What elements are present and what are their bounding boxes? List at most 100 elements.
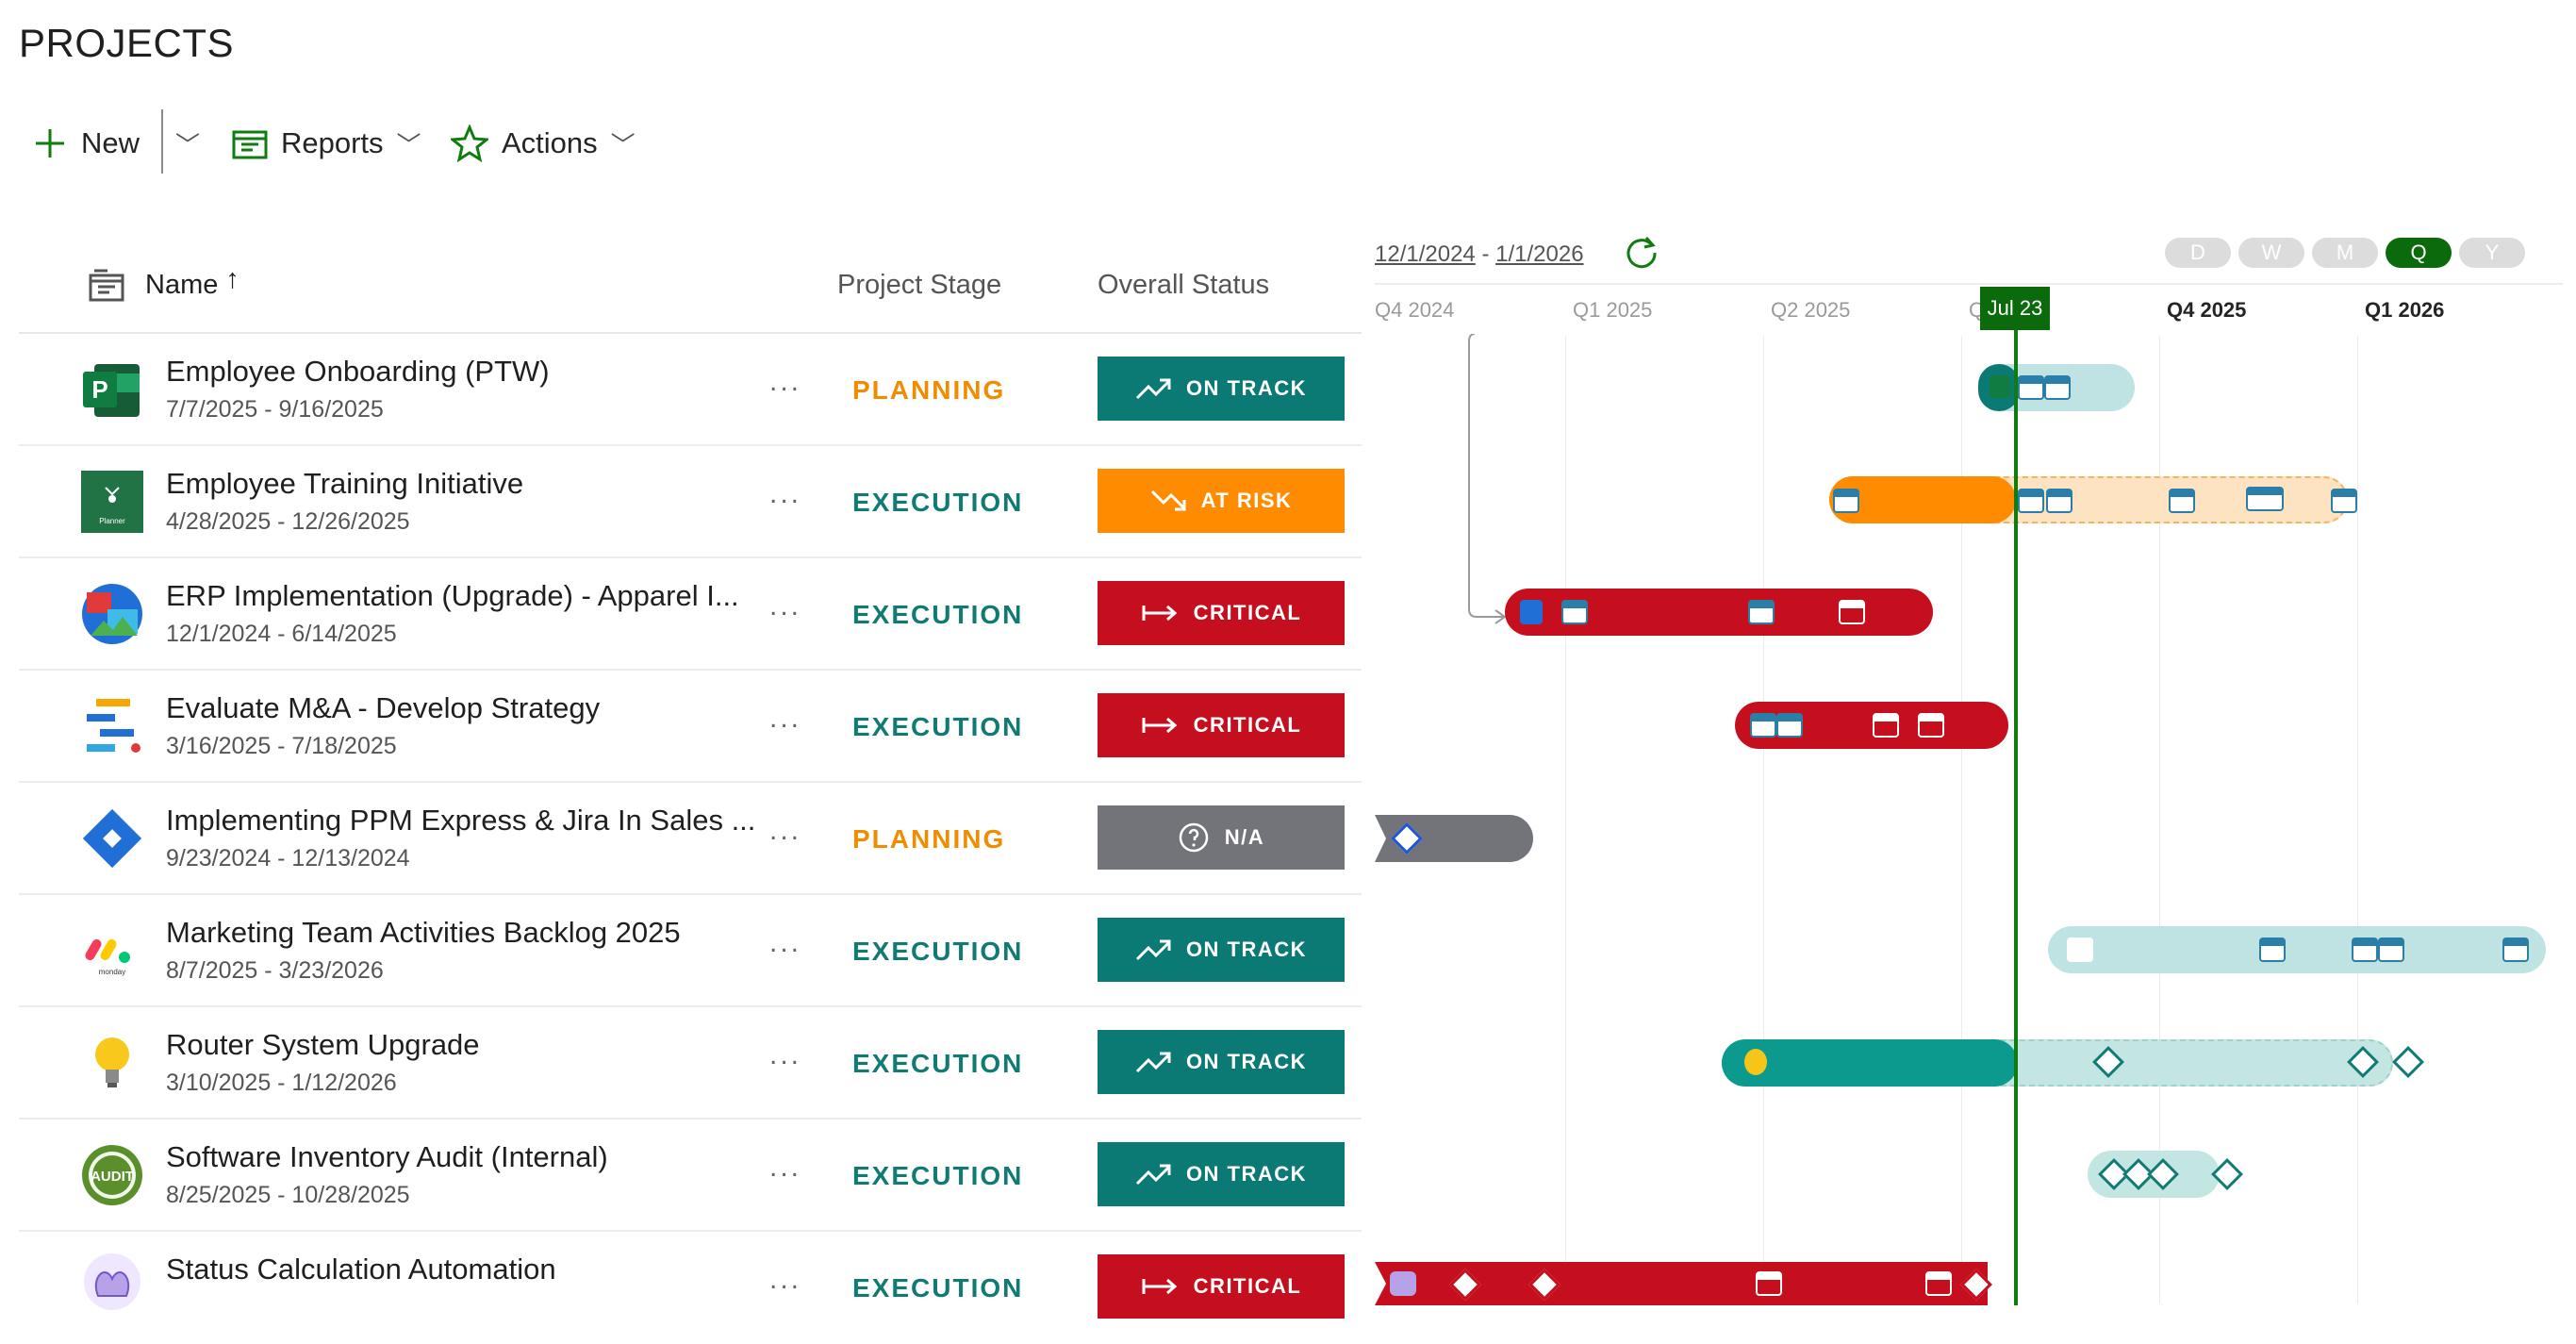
project-name[interactable]: Employee Onboarding (PTW) bbox=[166, 355, 550, 388]
project-stage: PLANNING bbox=[852, 824, 1006, 854]
row-divider bbox=[19, 556, 1362, 558]
project-stage: EXECUTION bbox=[852, 488, 1024, 517]
project-name[interactable]: Router System Upgrade bbox=[166, 1028, 480, 1061]
row-menu-button[interactable]: ... bbox=[769, 703, 802, 734]
status-label: ON TRACK bbox=[1185, 1050, 1308, 1073]
refresh-icon[interactable] bbox=[1622, 234, 1660, 272]
actions-button[interactable]: Actions ﹀ bbox=[451, 115, 636, 172]
column-header-name[interactable]: Name ↑ bbox=[145, 264, 239, 301]
quarter-gridline bbox=[1961, 336, 1962, 1303]
gantt-bar-progress bbox=[1829, 476, 2016, 523]
project-stage: EXECUTION bbox=[852, 712, 1024, 741]
status-badge: ON TRACK bbox=[1098, 1030, 1345, 1094]
svg-text:monday: monday bbox=[99, 968, 125, 976]
zoom-option-y[interactable]: Y bbox=[2459, 238, 2525, 268]
column-header-stage[interactable]: Project Stage bbox=[837, 270, 1002, 300]
zoom-option-d[interactable]: D bbox=[2165, 238, 2231, 268]
row-menu-button[interactable]: ... bbox=[769, 927, 802, 958]
svg-text:Planner: Planner bbox=[99, 517, 125, 525]
lightbulb-icon bbox=[79, 1030, 145, 1096]
strategy-icon bbox=[79, 693, 145, 759]
jira-icon bbox=[79, 805, 145, 871]
project-name[interactable]: Status Calculation Automation bbox=[166, 1253, 556, 1286]
flat-arrow-icon bbox=[1142, 717, 1177, 734]
range-end[interactable]: 1/1/2026 bbox=[1495, 241, 1584, 267]
new-button[interactable]: New bbox=[32, 115, 140, 172]
table-row[interactable]: ERP Implementation (Upgrade) - Apparel I… bbox=[19, 558, 1362, 671]
header-divider bbox=[19, 332, 1362, 334]
project-name[interactable]: Marketing Team Activities Backlog 2025 bbox=[166, 916, 681, 949]
flat-arrow-icon bbox=[1142, 605, 1177, 622]
reports-button[interactable]: Reports ﹀ bbox=[232, 115, 421, 172]
status-label: ON TRACK bbox=[1185, 376, 1308, 400]
project-icon: P bbox=[79, 357, 145, 423]
status-badge: ON TRACK bbox=[1098, 357, 1345, 421]
monday-icon bbox=[2067, 937, 2093, 962]
row-menu-button[interactable]: ... bbox=[769, 478, 802, 509]
erp-icon bbox=[1520, 600, 1543, 624]
project-name[interactable]: Software Inventory Audit (Internal) bbox=[166, 1140, 608, 1173]
table-row[interactable]: Status Calculation Automation ... EXECUT… bbox=[19, 1232, 1362, 1344]
project-list-icon bbox=[89, 269, 124, 302]
table-row[interactable]: Router System Upgrade 3/10/2025 - 1/12/2… bbox=[19, 1007, 1362, 1120]
row-menu-button[interactable]: ... bbox=[769, 1039, 802, 1070]
project-icon bbox=[1990, 375, 2010, 398]
project-name[interactable]: Employee Training Initiative bbox=[166, 467, 524, 500]
project-stage: EXECUTION bbox=[852, 1161, 1024, 1190]
planner-icon bbox=[1833, 489, 1859, 513]
calendar-icon bbox=[2018, 489, 2044, 513]
calendar-icon bbox=[2502, 937, 2529, 962]
table-row[interactable]: AUDIT Software Inventory Audit (Internal… bbox=[19, 1120, 1362, 1232]
audit-icon: AUDIT bbox=[79, 1142, 145, 1208]
zoom-option-m[interactable]: M bbox=[2312, 238, 2378, 268]
zoom-option-w[interactable]: W bbox=[2238, 238, 2304, 268]
project-name[interactable]: Evaluate M&A - Develop Strategy bbox=[166, 691, 601, 724]
zoom-option-q[interactable]: Q bbox=[2386, 238, 2452, 268]
status-badge: ON TRACK bbox=[1098, 918, 1345, 982]
project-dates: 3/10/2025 - 1/12/2026 bbox=[166, 1070, 397, 1096]
quarter-gridline bbox=[2159, 336, 2160, 1303]
calendar-icon bbox=[2331, 489, 2357, 513]
project-dates: 8/7/2025 - 3/23/2026 bbox=[166, 957, 384, 984]
row-divider bbox=[19, 444, 1362, 446]
gantt-bar[interactable] bbox=[2048, 926, 2546, 973]
star-icon bbox=[451, 124, 488, 162]
calendar-icon bbox=[1561, 600, 1588, 624]
table-row[interactable]: P Employee Onboarding (PTW) 7/7/2025 - 9… bbox=[19, 334, 1362, 446]
quarter-gridline bbox=[1565, 336, 1566, 1303]
project-name[interactable]: ERP Implementation (Upgrade) - Apparel I… bbox=[166, 579, 739, 612]
row-menu-button[interactable]: ... bbox=[769, 815, 802, 846]
calendar-icon bbox=[1776, 713, 1803, 738]
chevron-down-icon: ﹀ bbox=[175, 130, 201, 159]
row-divider bbox=[19, 781, 1362, 783]
new-dropdown-button[interactable]: ﹀ bbox=[175, 115, 200, 172]
trend-up-icon bbox=[1135, 378, 1171, 400]
table-row[interactable]: Implementing PPM Express & Jira In Sales… bbox=[19, 783, 1362, 895]
column-header-name-label: Name bbox=[145, 270, 219, 300]
table-row[interactable]: Evaluate M&A - Develop Strategy 3/16/202… bbox=[19, 671, 1362, 783]
timeline-date-range[interactable]: 12/1/2024 - 1/1/2026 bbox=[1375, 241, 1584, 268]
calendar-icon bbox=[1748, 600, 1775, 624]
status-badge: CRITICAL bbox=[1098, 1254, 1345, 1319]
project-dates: 3/16/2025 - 7/18/2025 bbox=[166, 733, 397, 759]
calendar-icon bbox=[1925, 1271, 1952, 1296]
row-menu-button[interactable]: ... bbox=[769, 590, 802, 622]
project-dates: 12/1/2024 - 6/14/2025 bbox=[166, 621, 397, 647]
calendar-icon bbox=[1756, 1271, 1782, 1296]
strategy-icon bbox=[1750, 713, 1776, 738]
calendar-icon bbox=[1839, 600, 1865, 624]
column-header-status[interactable]: Overall Status bbox=[1098, 270, 1270, 300]
table-row[interactable]: monday Marketing Team Activities Backlog… bbox=[19, 895, 1362, 1007]
status-label: CRITICAL bbox=[1193, 1274, 1302, 1298]
project-name[interactable]: Implementing PPM Express & Jira In Sales… bbox=[166, 804, 756, 837]
row-divider bbox=[19, 1230, 1362, 1232]
row-menu-button[interactable]: ... bbox=[769, 1152, 802, 1183]
chevron-down-icon: ﹀ bbox=[610, 130, 636, 159]
calendar-icon bbox=[2169, 489, 2195, 513]
range-start[interactable]: 12/1/2024 bbox=[1375, 241, 1476, 267]
row-menu-button[interactable]: ... bbox=[769, 366, 802, 397]
quarter-label: Q2 2025 bbox=[1771, 298, 1851, 322]
row-menu-button[interactable]: ... bbox=[769, 1264, 802, 1295]
table-row[interactable]: Planner Employee Training Initiative 4/2… bbox=[19, 446, 1362, 558]
actions-button-label: Actions bbox=[502, 126, 598, 159]
